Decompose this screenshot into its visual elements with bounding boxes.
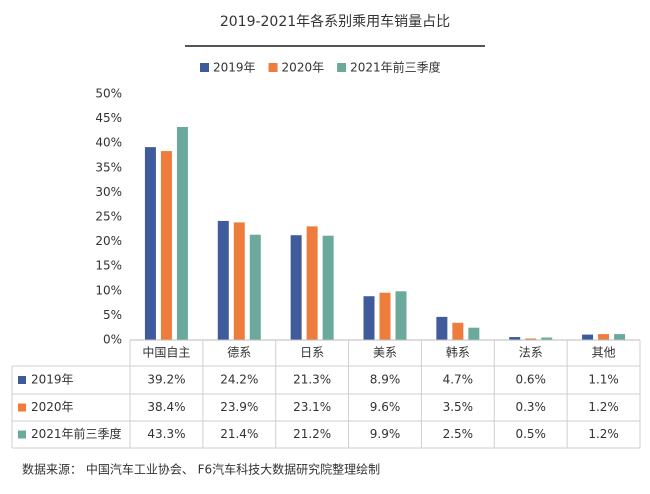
bar <box>160 151 172 340</box>
value-label: 1.2% <box>588 427 619 441</box>
y-tick-label: 30% <box>95 185 122 199</box>
legend-swatch <box>268 63 278 72</box>
value-label: 9.9% <box>370 427 401 441</box>
y-tick-label: 5% <box>103 308 122 322</box>
bar <box>217 220 229 340</box>
value-label: 8.9% <box>370 373 401 387</box>
y-tick-label: 15% <box>95 259 122 273</box>
bar <box>436 316 448 340</box>
value-label: 21.4% <box>220 427 258 441</box>
value-label: 1.1% <box>588 373 619 387</box>
bar <box>249 234 261 340</box>
bar <box>306 226 318 340</box>
x-tick-label: 德系 <box>227 345 251 360</box>
value-label: 2.5% <box>443 427 474 441</box>
chart-title: 2019-2021年各系别乘用车销量占比 <box>220 13 450 30</box>
bar <box>525 338 537 340</box>
y-tick-label: 10% <box>95 283 122 297</box>
bar <box>144 147 156 340</box>
bar <box>233 222 245 340</box>
value-label: 0.3% <box>515 400 546 414</box>
value-label: 3.5% <box>443 400 474 414</box>
legend-swatch <box>18 430 26 439</box>
bar <box>468 327 480 340</box>
value-label: 23.9% <box>220 400 258 414</box>
bar <box>379 292 391 340</box>
value-label: 38.4% <box>147 400 185 414</box>
bar <box>395 291 407 340</box>
bar <box>541 337 553 340</box>
y-tick-label: 40% <box>95 136 122 150</box>
legend-label: 2021年前三季度 <box>350 60 441 75</box>
bar <box>452 322 464 340</box>
table-row-label: 2021年前三季度 <box>31 426 122 441</box>
value-label: 24.2% <box>220 373 258 387</box>
x-tick-label: 法系 <box>519 346 543 360</box>
y-tick-label: 0% <box>103 333 122 347</box>
value-label: 21.3% <box>293 373 331 387</box>
bar <box>598 334 610 340</box>
table-row-label: 2019年 <box>31 373 74 387</box>
source-note: 数据来源： 中国汽车工业协会、 F6汽车科技大数据研究院整理绘制 <box>22 462 380 477</box>
value-label: 4.7% <box>443 373 474 387</box>
legend-swatch <box>200 63 209 72</box>
legend-label: 2020年 <box>282 61 325 75</box>
x-tick-label: 美系 <box>373 346 397 360</box>
table-row-label: 2020年 <box>31 400 74 414</box>
value-label: 21.2% <box>293 427 331 441</box>
legend-swatch <box>337 63 347 72</box>
bar <box>176 126 188 341</box>
y-tick-label: 35% <box>95 160 122 174</box>
x-tick-label: 日系 <box>300 346 324 360</box>
x-tick-label: 韩系 <box>446 345 470 360</box>
y-tick-label: 45% <box>95 111 122 125</box>
value-label: 43.3% <box>147 427 185 441</box>
bar <box>290 235 302 340</box>
value-label: 39.2% <box>147 373 185 387</box>
value-label: 23.1% <box>293 400 331 414</box>
bar <box>363 296 375 340</box>
legend-swatch <box>18 403 26 412</box>
bar <box>509 337 521 340</box>
y-tick-label: 25% <box>95 210 122 224</box>
legend-label: 2019年 <box>213 61 256 75</box>
y-tick-label: 50% <box>95 87 122 101</box>
value-label: 0.5% <box>515 427 546 441</box>
x-tick-label: 其他 <box>592 346 616 360</box>
legend-swatch <box>18 376 26 384</box>
value-label: 1.2% <box>588 400 619 414</box>
value-label: 0.6% <box>515 373 546 387</box>
bar <box>582 334 594 340</box>
bar <box>614 334 626 340</box>
y-tick-label: 20% <box>95 234 122 248</box>
value-label: 9.6% <box>370 400 401 414</box>
bar <box>322 235 334 340</box>
x-tick-label: 中国自主 <box>142 345 190 360</box>
